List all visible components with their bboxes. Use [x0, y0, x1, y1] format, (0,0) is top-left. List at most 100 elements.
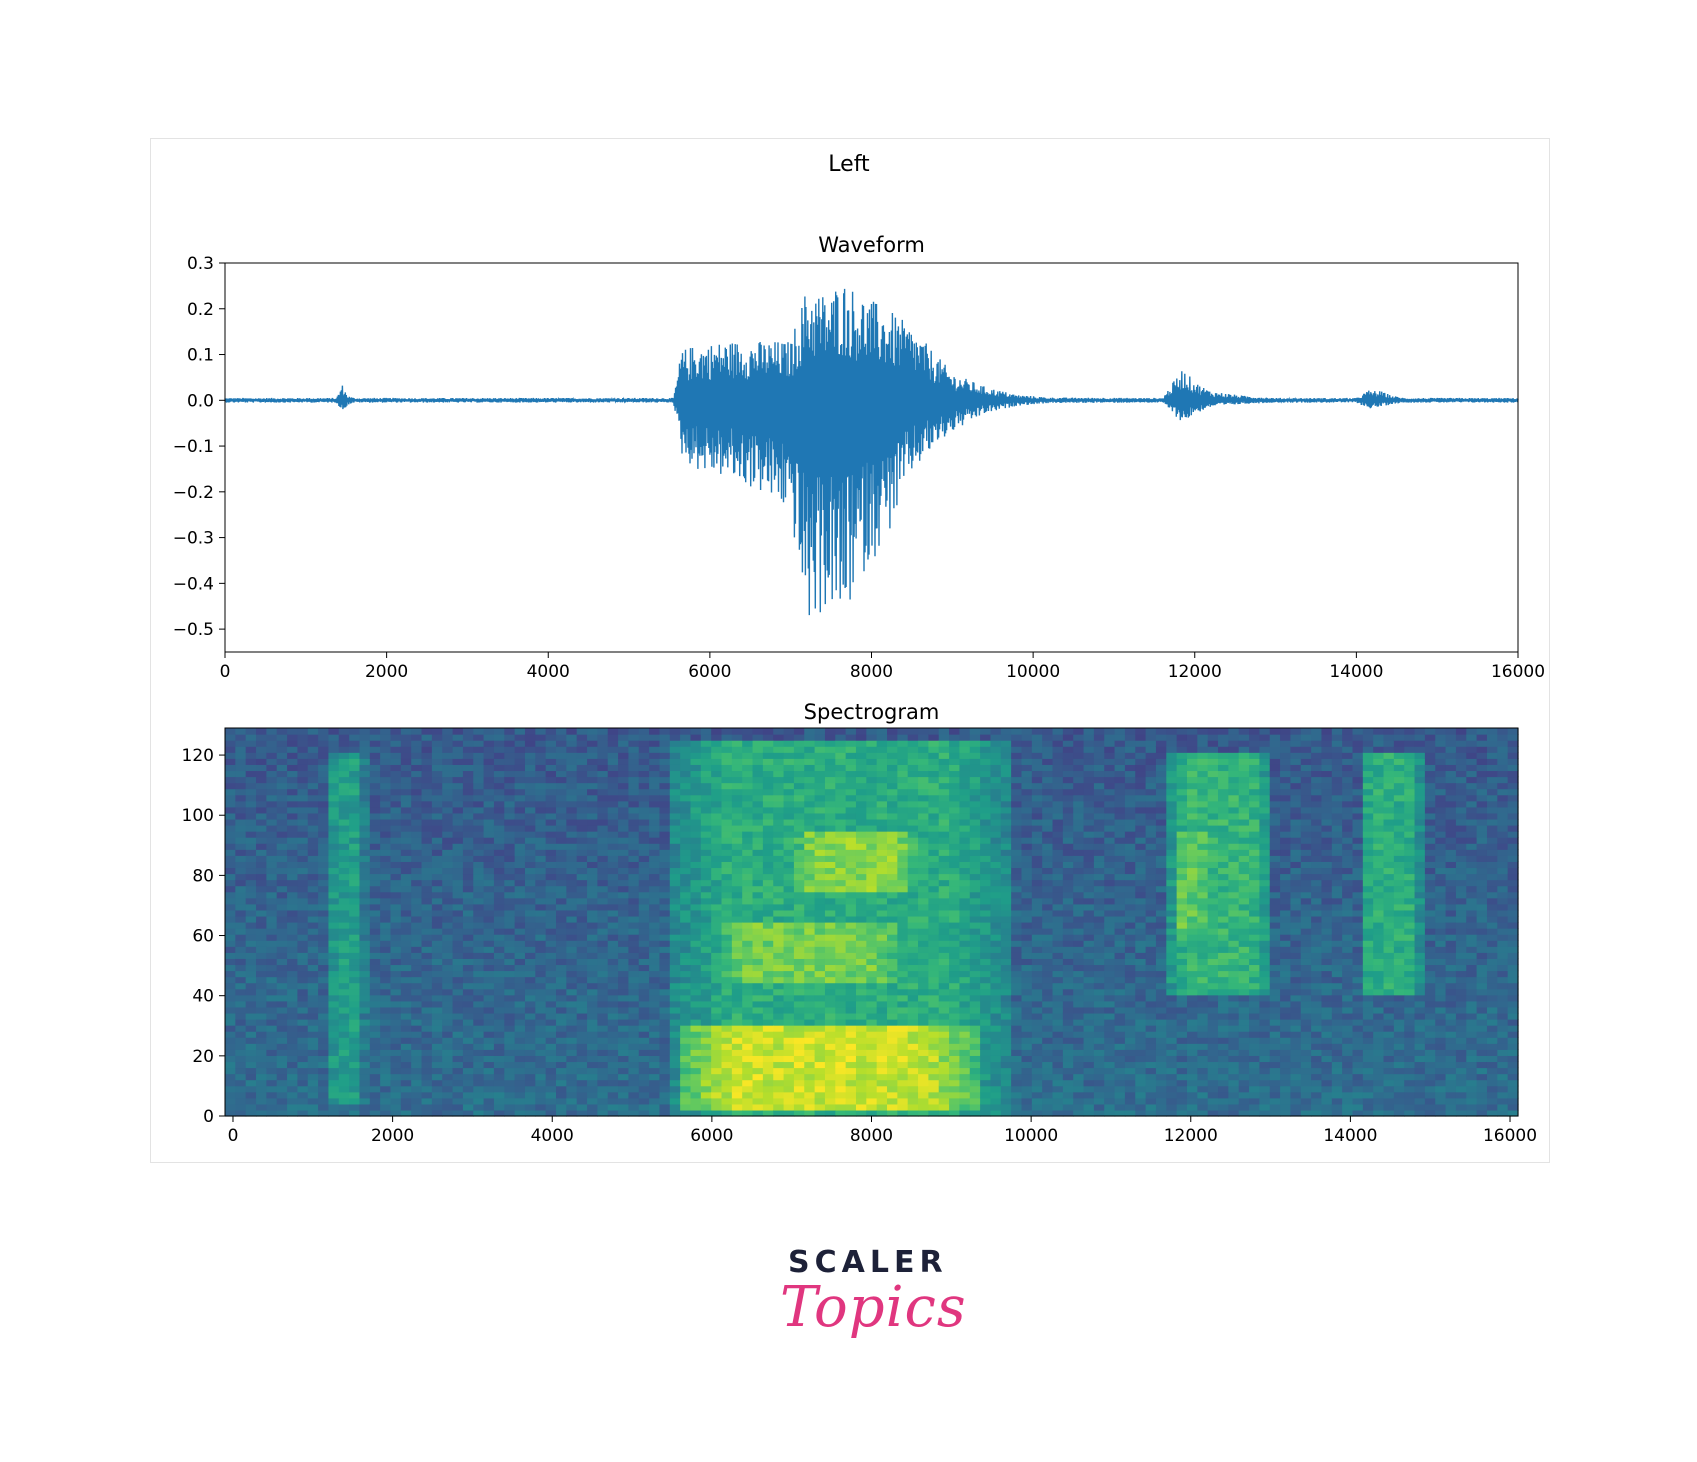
spectrogram-cell [969, 873, 981, 881]
spectrogram-cell [804, 849, 816, 856]
spectrogram-cell [369, 940, 381, 947]
spectrogram-cell [711, 1006, 723, 1014]
spectrogram-cell [628, 982, 640, 990]
spectrogram-cell [1011, 885, 1023, 893]
spectrogram-cell [597, 970, 609, 978]
spectrogram-cell [607, 1097, 619, 1105]
spectrogram-cell [576, 800, 588, 808]
spectrogram-cell [359, 843, 371, 850]
spectrogram-cell [649, 806, 661, 814]
spectrogram-cell [566, 794, 578, 802]
spectrogram-cell [824, 794, 836, 802]
spectrogram-cell [349, 922, 361, 929]
spectrogram-cell [700, 958, 712, 966]
spectrogram-cell [431, 1037, 443, 1044]
spectrogram-cell [359, 728, 371, 735]
spectrogram-cell [514, 1079, 526, 1087]
spectrogram-cell [225, 812, 236, 820]
spectrogram-cell [680, 764, 692, 772]
spectrogram-cell [793, 843, 805, 850]
spectrogram-cell [493, 1091, 505, 1099]
spectrogram-cell [928, 1067, 940, 1075]
spectrogram-cell [587, 1006, 598, 1014]
spectrogram-cell [369, 861, 381, 869]
spectrogram-cell [618, 909, 630, 917]
waveform-ytick-label: −0.2 [173, 483, 214, 503]
spectrogram-cell [773, 782, 785, 790]
spectrogram-cell [266, 988, 278, 996]
spectrogram-cell [462, 988, 474, 996]
spectrogram-cell [990, 770, 1002, 778]
spectrogram-cell [276, 740, 288, 747]
spectrogram-cell [349, 909, 361, 917]
spectrogram-cell [876, 934, 888, 941]
spectrogram-cell [245, 1000, 257, 1008]
spectrogram-cell [876, 1000, 888, 1008]
spectrogram-cell [918, 1055, 929, 1063]
spectrogram-cell [742, 764, 754, 772]
spectrogram-cell [711, 776, 723, 784]
spectrogram-cell [462, 861, 474, 869]
spectrogram-cell [400, 752, 412, 759]
spectrogram-cell [628, 915, 640, 923]
spectrogram-cell [369, 1049, 381, 1056]
spectrogram-cell [649, 964, 661, 972]
spectrogram-cell [318, 964, 330, 972]
spectrogram-cell [804, 1025, 816, 1032]
spectrogram-cell [700, 915, 712, 923]
spectrogram-cell [380, 1055, 392, 1063]
spectrogram-cell [980, 1025, 992, 1032]
spectrogram-cell [524, 1079, 536, 1087]
spectrogram-cell [835, 909, 847, 917]
waveform-ytick-label: −0.4 [173, 574, 214, 594]
spectrogram-cell [669, 788, 681, 796]
spectrogram-cell [1011, 903, 1023, 911]
spectrogram-cell [669, 776, 681, 784]
spectrogram-cell [938, 1103, 950, 1111]
spectrogram-cell [773, 1061, 785, 1069]
spectrogram-cell [980, 794, 992, 802]
spectrogram-cell [328, 1012, 340, 1020]
spectrogram-cell [783, 1043, 795, 1050]
spectrogram-cell [514, 1000, 526, 1008]
spectrogram-cell [814, 1079, 826, 1087]
spectrogram-cell [742, 728, 754, 735]
spectrogram-cell [773, 776, 785, 784]
spectrogram-cell [287, 1049, 298, 1056]
spectrogram-cell [824, 806, 836, 814]
spectrogram-cell [338, 1091, 350, 1099]
spectrogram-cell [297, 982, 309, 990]
spectrogram-cell [928, 1043, 940, 1050]
spectrogram-cell [297, 764, 309, 772]
spectrogram-cell [938, 964, 950, 972]
spectrogram-cell [556, 873, 567, 881]
spectrogram-cell [1000, 1000, 1012, 1008]
spectrogram-cell [762, 1031, 774, 1038]
spectrogram-cell [793, 873, 805, 881]
spectrogram-cell [783, 1073, 795, 1081]
spectrogram-cell [783, 806, 795, 814]
spectrogram-cell [649, 1067, 661, 1075]
spectrogram-cell [504, 800, 516, 808]
spectrogram-cell [938, 970, 950, 978]
spectrogram-cell [421, 909, 433, 917]
spectrogram-cell [783, 885, 795, 893]
spectrogram-cell [504, 776, 516, 784]
spectrogram-cell [928, 764, 940, 772]
spectrogram-cell [266, 1091, 278, 1099]
spectrogram-cell [556, 1037, 567, 1044]
spectrogram-cell [1000, 800, 1012, 808]
spectrogram-cell [276, 928, 288, 935]
spectrogram-cell [349, 952, 361, 959]
spectrogram-cell [587, 837, 598, 844]
spectrogram-cell [276, 1103, 288, 1111]
spectrogram-cell [804, 1073, 816, 1081]
spectrogram-cell [638, 843, 650, 850]
spectrogram-cell [504, 1049, 516, 1056]
spectrogram-cell [721, 915, 733, 923]
spectrogram-cell [628, 855, 640, 862]
spectrogram-cell [328, 812, 340, 820]
spectrogram-cell [462, 885, 474, 893]
spectrogram-cell [287, 1037, 298, 1044]
spectrogram-cell [793, 922, 805, 929]
